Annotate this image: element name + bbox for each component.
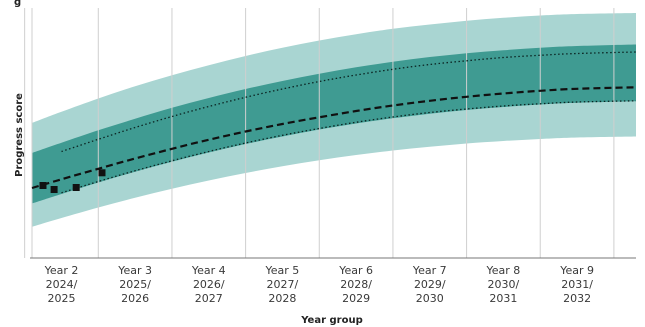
percentile-bands: [32, 13, 636, 227]
x-tick-label: 2030/: [488, 278, 520, 291]
data-point: [98, 169, 106, 177]
x-tick-label: 2026: [121, 292, 149, 305]
x-tick-label: 2030: [416, 292, 444, 305]
data-points: [39, 169, 106, 193]
lower-dotted-line: [61, 100, 637, 194]
x-tick-label: 2027: [195, 292, 223, 305]
x-tick-label: 2026/: [193, 278, 225, 291]
x-tick-label: 2029: [342, 292, 370, 305]
x-tick-label: 2028: [268, 292, 296, 305]
x-tick-label: Year 7: [412, 264, 447, 277]
x-tick-label: Year 4: [191, 264, 226, 277]
x-tick-label: Year 8: [486, 264, 521, 277]
x-tick-label: 2031: [489, 292, 517, 305]
x-tick-label: Year 6: [338, 264, 373, 277]
x-tick-label: 2025/: [119, 278, 151, 291]
x-tick-label: Year 5: [265, 264, 300, 277]
inner-percentile-band: [32, 44, 636, 204]
partial-chart-title-fragment: g: [14, 0, 21, 8]
upper-dotted-line: [61, 51, 637, 153]
x-tick-label: 2024/: [46, 278, 78, 291]
x-tick-label: Year 9: [559, 264, 594, 277]
data-point: [72, 184, 80, 191]
x-tick-label: 2028/: [340, 278, 372, 291]
y-axis-title: Progress score: [14, 93, 25, 177]
x-tick-label: Year 3: [117, 264, 152, 277]
trajectory-lines: [31, 51, 637, 194]
x-tick-label: 2032: [563, 292, 591, 305]
x-tick-label: Year 2: [44, 264, 79, 277]
x-tick-label: 2029/: [414, 278, 446, 291]
x-tick-label: 2027/: [267, 278, 299, 291]
x-axis-title: Year group: [300, 315, 363, 326]
x-tick-label: 2025: [48, 292, 76, 305]
data-point: [39, 182, 47, 189]
vertical-gridlines: [24, 8, 615, 258]
x-tick-label: 2031/: [561, 278, 593, 291]
data-point: [50, 186, 58, 193]
